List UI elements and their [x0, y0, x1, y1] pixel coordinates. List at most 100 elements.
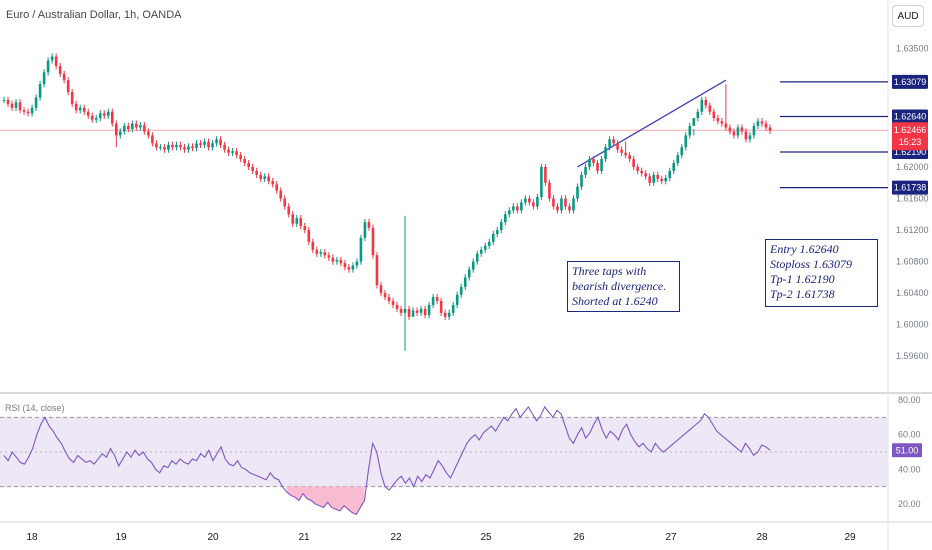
candle-body: [568, 206, 571, 211]
candle-body: [415, 310, 419, 313]
level-price-tag: [892, 109, 928, 124]
candle-body: [391, 301, 395, 305]
candle-body: [552, 198, 555, 207]
time-axis-label: 26: [573, 532, 585, 543]
candle-body: [86, 111, 90, 116]
candle-body: [375, 255, 379, 286]
rsi-value-label: 51.00: [896, 445, 919, 455]
candle-body: [18, 102, 22, 111]
candle-body: [199, 143, 202, 145]
candle-body: [608, 139, 611, 148]
candle-body: [14, 102, 18, 108]
candle-body: [652, 174, 655, 183]
candle-body: [2, 99, 6, 101]
candle-body: [664, 177, 668, 182]
candle-body: [720, 121, 724, 124]
candle-body: [319, 252, 323, 254]
price-tick-label: 1.61200: [896, 225, 929, 235]
candle-body: [467, 269, 471, 278]
candle-body: [387, 297, 391, 302]
candle-body: [556, 206, 559, 211]
price-tick-label: 1.63500: [896, 44, 929, 54]
candle-body: [459, 286, 463, 295]
rsi-value-tag: [892, 443, 922, 458]
candle-body: [6, 99, 10, 104]
time-axis-label: 21: [298, 532, 310, 543]
candle-body: [572, 198, 575, 211]
candle-body: [764, 123, 768, 128]
candle-body: [74, 103, 78, 111]
candle-body: [548, 182, 551, 199]
candle-body: [235, 151, 238, 156]
candle-body: [768, 127, 772, 131]
level-price-label: 1.62190: [894, 147, 927, 157]
candle-body: [283, 198, 287, 207]
candle-body: [560, 198, 563, 211]
candle-body: [94, 118, 98, 120]
candle-body: [287, 206, 291, 215]
current-price-label: 1.62466: [894, 125, 927, 135]
candle-body: [295, 218, 299, 224]
candle-body: [10, 103, 14, 108]
candle-body: [532, 202, 535, 207]
candle-body: [379, 285, 383, 294]
time-axis-label: 27: [665, 532, 677, 543]
candle-body: [175, 144, 178, 148]
candle-body: [219, 139, 222, 145]
candle-body: [34, 97, 38, 108]
candle-body: [343, 263, 347, 268]
candle-body: [271, 181, 275, 185]
candle-body: [451, 304, 455, 313]
candle-body: [676, 155, 680, 164]
candle-body: [359, 237, 363, 262]
price-tick-label: 1.60000: [896, 320, 929, 330]
candle-body: [431, 297, 435, 305]
candle-body: [411, 310, 415, 317]
candle-body: [167, 144, 170, 150]
candle-body: [311, 241, 315, 250]
candle-body: [263, 176, 266, 179]
candle-body: [110, 111, 114, 124]
candle-body: [22, 110, 26, 112]
candle-body: [708, 105, 712, 112]
candle-body: [604, 147, 607, 160]
price-tick-label: 1.60800: [896, 257, 929, 267]
candle-body: [179, 144, 182, 148]
candle-body: [499, 222, 503, 231]
candle-body: [740, 127, 744, 132]
candle-body: [275, 184, 279, 191]
candle-body: [171, 144, 174, 148]
candle-body: [351, 265, 355, 270]
candle-body: [612, 139, 615, 144]
time-axis-label: 25: [480, 532, 492, 543]
price-tick-label: 1.61600: [896, 194, 929, 204]
candle-body: [114, 123, 118, 136]
candle-body: [131, 123, 134, 130]
annotation-divergence: Three taps with bearish divergence. Shor…: [567, 261, 680, 312]
candle-body: [327, 255, 331, 258]
candle-body: [596, 163, 599, 171]
rsi-band: [0, 417, 888, 487]
candle-body: [516, 206, 519, 211]
candle-body: [712, 111, 716, 119]
candle-body: [540, 166, 543, 197]
candle-body: [62, 73, 66, 81]
candle-body: [279, 190, 283, 199]
candle-body: [78, 107, 82, 111]
level-price-label: 1.61738: [894, 183, 927, 193]
level-price-tag: [892, 180, 928, 195]
candle-body: [82, 107, 86, 112]
candle-body: [600, 159, 603, 171]
candle-body: [383, 293, 387, 298]
currency-button[interactable]: AUD: [892, 5, 924, 27]
candle-body: [339, 260, 343, 264]
candle-body: [716, 118, 720, 122]
candle-body: [508, 210, 511, 215]
candle-body: [435, 297, 439, 302]
time-axis-label: 29: [844, 532, 856, 543]
candle-body: [644, 173, 647, 177]
price-tick-label: 1.60400: [896, 288, 929, 298]
candle-body: [147, 131, 150, 136]
time-axis-label: 20: [207, 532, 219, 543]
